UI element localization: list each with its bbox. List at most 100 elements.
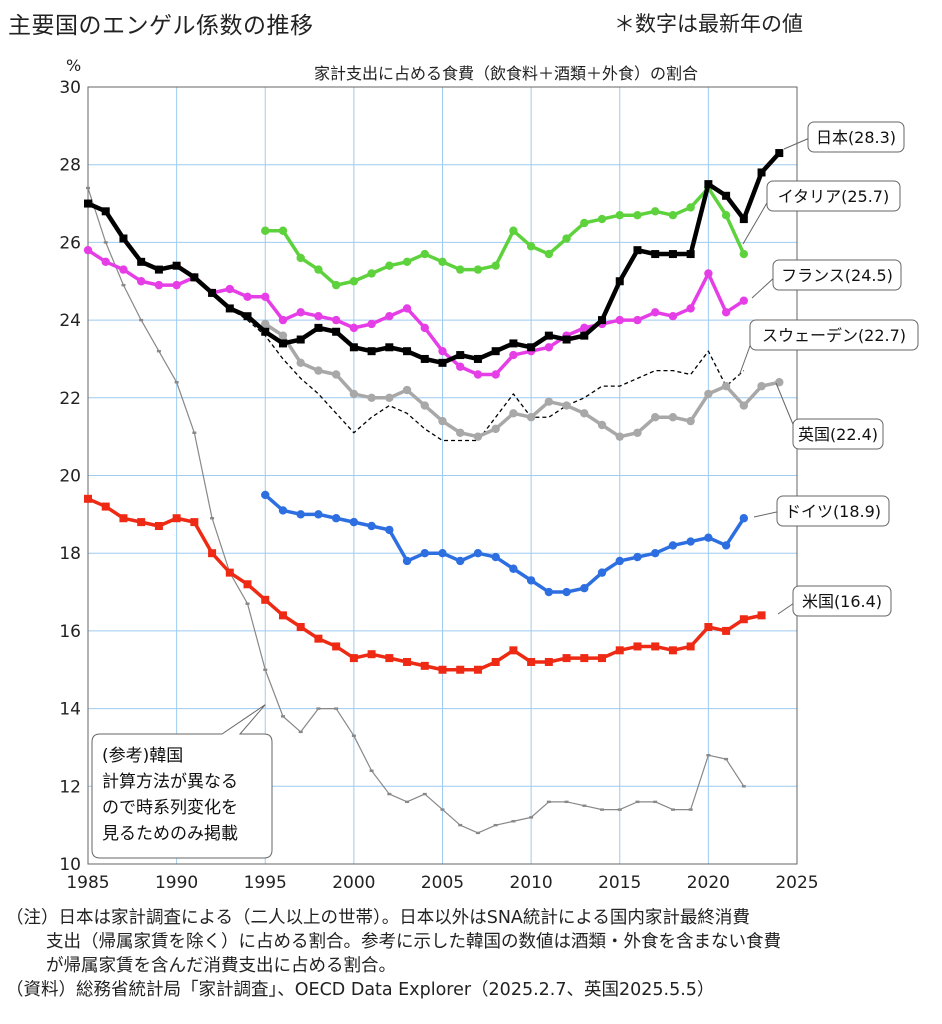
data-point (456, 351, 465, 360)
data-point (261, 319, 270, 329)
data-point (84, 494, 92, 503)
series-line (229, 307, 745, 442)
y-tick-label: 10 (59, 855, 81, 875)
data-point (349, 323, 359, 333)
series-フランス (83, 245, 749, 379)
data-point (172, 261, 181, 270)
data-point (369, 769, 374, 772)
data-point (154, 280, 164, 290)
plot-frame (87, 86, 798, 865)
x-tick-label: 1995 (244, 873, 287, 893)
series-line (87, 187, 745, 834)
data-point (562, 587, 571, 597)
data-point (103, 241, 108, 244)
data-point (278, 315, 288, 325)
data-point (278, 611, 287, 620)
data-point (101, 207, 110, 216)
y-tick-label: 20 (59, 467, 81, 487)
data-point (509, 350, 518, 360)
data-point (243, 292, 252, 301)
data-point (225, 284, 234, 294)
data-point (208, 549, 217, 558)
data-point (739, 615, 748, 624)
engel-coefficient-chart: 10 12 14 16 18 20 22 24 26 28 30 1985 1990 1995 2000 20… (59, 78, 919, 893)
data-point (385, 393, 394, 402)
data-point (438, 257, 447, 267)
data-point (387, 792, 392, 796)
data-point (633, 246, 642, 255)
data-point (615, 556, 624, 566)
data-point (724, 757, 729, 761)
y-tick-label: 18 (59, 544, 81, 564)
data-point (331, 280, 341, 290)
data-point (704, 533, 713, 542)
data-point (349, 654, 358, 663)
x-tick-label: 2020 (687, 873, 730, 893)
data-point (458, 823, 463, 827)
data-point (172, 280, 181, 290)
series-line (265, 186, 746, 287)
data-point (580, 654, 589, 663)
data-point (739, 401, 749, 410)
data-point (438, 665, 447, 674)
data-point (597, 420, 607, 430)
data-point (296, 335, 305, 344)
series-米国 (84, 494, 766, 674)
data-point (367, 319, 376, 329)
data-point (597, 214, 607, 224)
data-point (298, 730, 303, 734)
y-tick-label: 26 (59, 233, 81, 253)
data-point (580, 409, 589, 418)
data-point (316, 707, 321, 710)
data-point (154, 265, 163, 274)
data-point (438, 358, 447, 367)
callout-米国: 米国(16.4) (777, 585, 892, 617)
data-point (615, 277, 624, 286)
data-point (278, 506, 288, 515)
data-point (544, 249, 554, 259)
data-point (349, 277, 359, 286)
data-point (349, 389, 359, 399)
data-point (509, 409, 518, 418)
data-point (296, 623, 305, 632)
korea-note-line: 計算方法が異なる (102, 772, 238, 792)
data-point (473, 549, 483, 558)
data-point (296, 308, 305, 317)
data-point (580, 331, 589, 340)
callout-日本: 日本(28.3) (783, 121, 905, 153)
callout-box (792, 585, 892, 617)
data-point (119, 234, 128, 243)
data-point (334, 707, 339, 710)
footnote-line-3: が帰属家賃を含んだ消費支出に占める割合。 (46, 956, 396, 976)
y-tick-label: 14 (59, 700, 81, 720)
data-point (403, 347, 412, 356)
data-point (385, 312, 394, 321)
data-point (136, 277, 146, 286)
series-line (264, 322, 780, 439)
data-point (633, 315, 642, 325)
footnote-line-2: 支出（帰属家賃を除く）に占める割合。参考に示した韓国の数値は酒類・外食を含まない… (46, 932, 781, 952)
callout-pointer (783, 136, 813, 150)
data-point (101, 257, 110, 267)
data-point (261, 327, 270, 336)
korea-note-line: (参考)韓国 (102, 746, 183, 766)
data-point (597, 568, 607, 577)
data-point (314, 312, 323, 321)
data-point (527, 657, 536, 666)
data-point (615, 211, 624, 220)
data-point (139, 318, 144, 322)
callout-ドイツ: ドイツ(18.9) (753, 495, 890, 527)
callout-box (776, 495, 890, 527)
data-point (491, 424, 500, 434)
data-point (438, 549, 447, 558)
data-point (225, 568, 234, 577)
data-point (456, 265, 465, 274)
data-point (598, 654, 607, 663)
data-point (420, 323, 429, 333)
data-point (456, 556, 465, 566)
data-point (137, 518, 146, 527)
data-point (651, 549, 660, 558)
data-point (651, 413, 660, 422)
data-point (261, 292, 270, 301)
